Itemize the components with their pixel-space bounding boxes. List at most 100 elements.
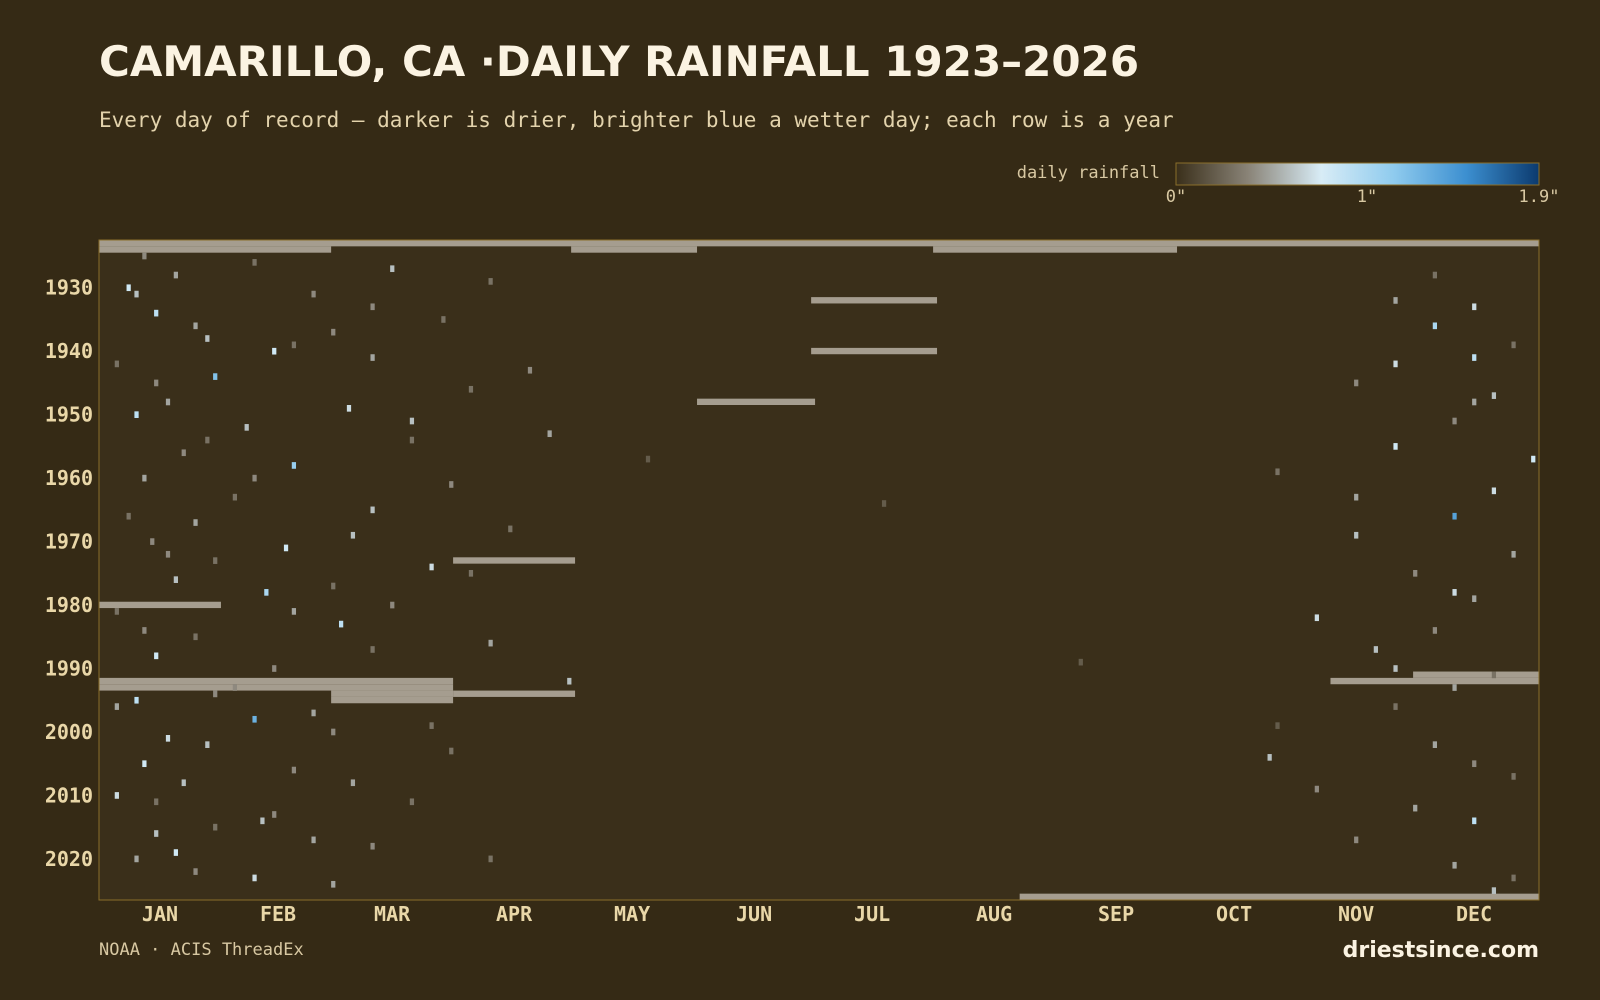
no-data (1330, 677, 1539, 685)
day-cell (1413, 804, 1418, 812)
day-cell (252, 874, 257, 882)
day-cell (142, 760, 147, 768)
day-cell (1452, 684, 1457, 691)
day-cell (1078, 658, 1083, 666)
day-cell (252, 474, 257, 482)
day-cell (1452, 861, 1457, 869)
day-cell (331, 582, 336, 590)
day-cell (1314, 785, 1319, 793)
day-cell (1452, 417, 1457, 425)
day-cell (346, 405, 352, 412)
day-cell (1472, 817, 1477, 825)
day-cell (1472, 398, 1477, 406)
day-cell (1275, 468, 1280, 476)
no-data (99, 684, 454, 691)
x-tick-label: JUL (854, 902, 890, 926)
day-cell (331, 880, 336, 888)
y-tick-label: 2000 (45, 720, 93, 744)
day-cell (1432, 271, 1438, 279)
day-cell (252, 259, 257, 266)
no-data (1019, 893, 1539, 900)
day-cell (1393, 360, 1398, 368)
legend-tick-label: 1.9" (1519, 187, 1560, 207)
day-cell (881, 500, 887, 507)
day-cell (272, 665, 277, 672)
x-tick-label: SEP (1098, 902, 1134, 926)
day-cell (468, 385, 474, 393)
x-tick-label: MAY (614, 902, 650, 926)
day-cell (1393, 297, 1398, 304)
chart-title: CAMARILLO, CA ·DAILY RAINFALL 1923–2026 (99, 37, 1139, 86)
subtitle: Every day of record — darker is drier, b… (99, 108, 1174, 132)
y-tick-label: 2020 (45, 847, 93, 871)
day-cell (181, 779, 186, 787)
x-tick-label: AUG (976, 902, 1012, 926)
day-cell (1511, 341, 1516, 349)
day-cell (339, 620, 344, 628)
y-tick-label: 1940 (45, 339, 93, 363)
y-tick-label: 1970 (45, 529, 93, 553)
day-cell (1452, 512, 1457, 520)
day-cell (449, 481, 454, 488)
no-data (697, 398, 816, 405)
y-tick-label: 1980 (45, 593, 93, 617)
day-cell (1472, 303, 1477, 311)
no-data (571, 246, 698, 253)
day-cell (409, 436, 415, 444)
day-cell (134, 696, 139, 704)
day-cell (1511, 874, 1516, 882)
day-cell (291, 462, 297, 469)
day-cell (232, 684, 238, 691)
day-cell (1472, 595, 1477, 603)
day-cell (1452, 589, 1457, 596)
legend-bar (1175, 162, 1540, 186)
day-cell (1354, 836, 1359, 844)
no-data (99, 246, 332, 253)
day-cell (114, 792, 119, 799)
day-cell (264, 589, 269, 596)
day-cell (205, 741, 210, 748)
x-tick-label: OCT (1216, 902, 1252, 926)
day-cell (193, 519, 198, 526)
source: NOAA · ACIS ThreadEx (99, 940, 304, 960)
day-cell (134, 411, 139, 418)
brand: driestsince.com (1343, 938, 1539, 963)
day-cell (142, 252, 147, 260)
x-tick-label: MAR (374, 902, 411, 926)
day-cell (291, 341, 297, 349)
day-cell (213, 373, 218, 380)
x-tick-label: DEC (1456, 902, 1492, 926)
day-cell (142, 627, 147, 634)
day-cell (150, 538, 155, 545)
day-cell (311, 709, 316, 717)
x-tick-label: JUN (736, 902, 772, 926)
legend-tick-label: 0" (1166, 187, 1186, 207)
day-cell (390, 601, 395, 609)
day-cell (488, 639, 493, 647)
day-cell (272, 811, 277, 818)
x-tick-label: FEB (260, 902, 296, 926)
day-cell (311, 290, 316, 298)
day-cell (173, 849, 178, 856)
day-cell (409, 798, 415, 806)
no-data (453, 690, 576, 697)
y-tick-label: 1990 (45, 656, 93, 680)
day-cell (449, 747, 454, 755)
day-cell (390, 265, 395, 273)
day-cell (1275, 722, 1280, 729)
day-cell (154, 379, 159, 387)
day-cell (154, 830, 159, 837)
day-cell (213, 823, 218, 831)
plot-area (99, 240, 1539, 900)
day-cell (193, 322, 198, 330)
day-cell (429, 563, 434, 571)
day-cell (1432, 741, 1438, 748)
day-cell (272, 347, 277, 355)
day-cell (205, 436, 210, 444)
no-data (811, 347, 938, 355)
day-cell (114, 703, 119, 710)
day-cell (181, 449, 186, 457)
y-tick-label: 2010 (45, 783, 93, 807)
day-cell (1267, 754, 1272, 761)
